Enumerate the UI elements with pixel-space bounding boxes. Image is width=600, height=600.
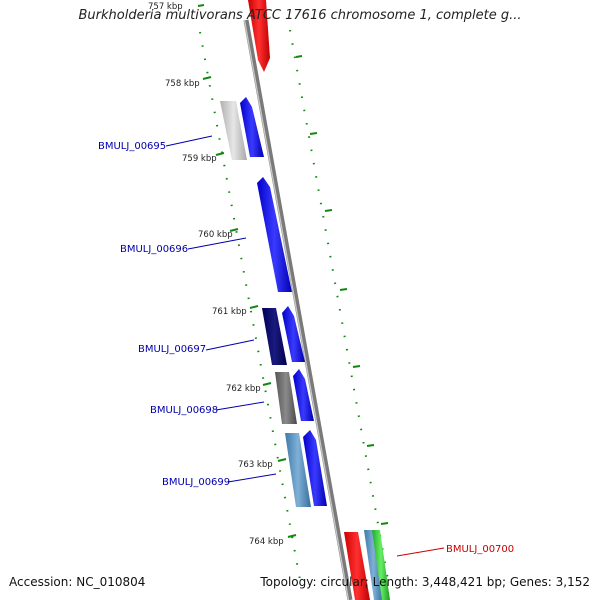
accession-text: Accession: NC_010804: [9, 575, 146, 589]
gene-bmulj-00700[interactable]: [344, 530, 390, 600]
ruler-label-758: 758 kbp: [165, 79, 200, 89]
gene-bmulj-00695[interactable]: [220, 97, 264, 160]
gene-bmulj-00697[interactable]: [262, 306, 305, 365]
gene-bmulj-00696[interactable]: [257, 177, 292, 292]
map-title: Burkholderia multivorans ATCC 17616 chro…: [78, 8, 522, 23]
gene-bmulj-00699[interactable]: [285, 430, 327, 507]
ruler-label-761: 761 kbp: [212, 307, 247, 317]
ruler-label-762: 762 kbp: [226, 384, 261, 394]
ruler-label-763: 763 kbp: [238, 460, 273, 470]
ruler-label-759: 759 kbp: [182, 154, 217, 164]
gene-label-bmulj-00697[interactable]: BMULJ_00697: [138, 344, 206, 355]
gene-label-bmulj-00695[interactable]: BMULJ_00695: [98, 141, 166, 152]
gene-label-bmulj-00699[interactable]: BMULJ_00699: [162, 477, 230, 488]
ruler-label-764: 764 kbp: [249, 537, 284, 547]
gene-label-bmulj-00698[interactable]: BMULJ_00698: [150, 405, 218, 416]
ruler-label-757: 757 kbp: [148, 2, 183, 12]
gene-top-partial[interactable]: [248, 0, 270, 72]
right-track-major-ticks: [295, 55, 389, 525]
gene-label-bmulj-00696[interactable]: BMULJ_00696: [120, 244, 188, 255]
ruler-major-ticks: [197, 4, 297, 538]
gene-bmulj-00698[interactable]: [275, 369, 314, 424]
gene-label-bmulj-00700[interactable]: BMULJ_00700: [446, 544, 514, 555]
ruler-label-760: 760 kbp: [198, 230, 233, 240]
sequence-backbone: [243, 19, 353, 600]
summary-text: Topology: circular; Length: 3,448,421 bp…: [260, 575, 590, 589]
label-leader-lines: [165, 135, 445, 557]
